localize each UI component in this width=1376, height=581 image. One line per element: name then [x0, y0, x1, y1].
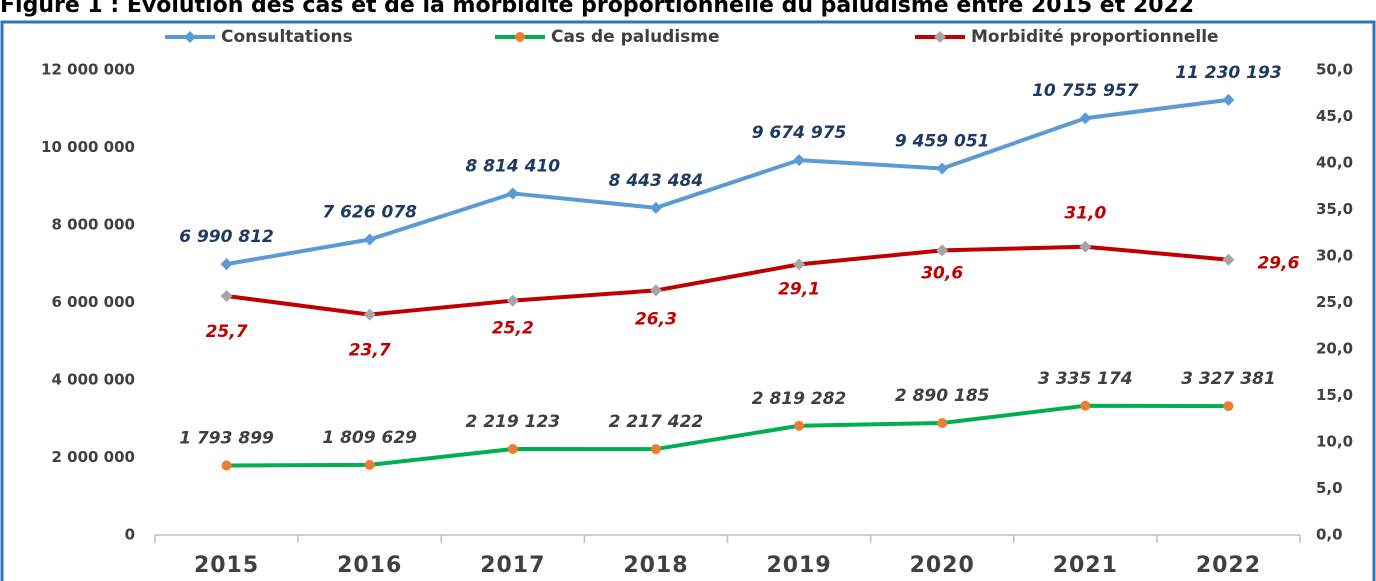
legend-label: Cas de paludisme — [551, 27, 720, 47]
data-label: 26,3 — [635, 309, 677, 329]
data-label: 25,7 — [206, 322, 248, 342]
marker — [1222, 253, 1235, 266]
data-label: 25,2 — [492, 319, 534, 339]
series-line — [226, 244, 1229, 317]
x-tick-label: 2020 — [910, 553, 975, 578]
y-tick-label: 2 000 000 — [51, 448, 135, 466]
data-label: 2 819 282 — [752, 389, 847, 409]
series-line — [226, 97, 1229, 267]
marker — [1222, 93, 1235, 106]
data-label: 9 459 051 — [895, 131, 990, 151]
y-tick-label: 10 000 000 — [41, 138, 135, 156]
data-label: 1 809 629 — [322, 428, 417, 448]
marker — [794, 420, 805, 431]
x-tick-label: 2019 — [766, 553, 831, 578]
marker — [515, 32, 525, 42]
marker — [363, 308, 376, 321]
marker — [1079, 112, 1092, 125]
y-tick-label: 8 000 000 — [51, 216, 135, 234]
marker — [184, 31, 196, 43]
x-tick-label: 2015 — [194, 553, 259, 578]
marker — [650, 444, 661, 455]
marker — [220, 258, 233, 271]
y-tick-label: 12 000 000 — [41, 61, 135, 79]
x-tick-label: 2017 — [480, 553, 545, 578]
x-tick-label: 2021 — [1053, 553, 1118, 578]
data-label: 29,1 — [778, 279, 820, 299]
x-tick-label: 2018 — [623, 553, 688, 578]
y-tick-label: 0 — [125, 526, 135, 544]
y2-tick-label: 0,0 — [1316, 526, 1343, 544]
y2-tick-label: 30,0 — [1316, 247, 1353, 265]
marker — [936, 162, 949, 175]
y-tick-label: 4 000 000 — [51, 371, 135, 389]
data-label: 3 327 381 — [1181, 369, 1276, 389]
marker — [793, 154, 806, 167]
y2-tick-label: 50,0 — [1316, 61, 1353, 79]
legend-label: Morbidité proportionnelle — [971, 27, 1219, 47]
y2-tick-label: 40,0 — [1316, 154, 1353, 172]
y-tick-label: 6 000 000 — [51, 293, 135, 311]
marker — [363, 233, 376, 246]
x-tick-label: 2022 — [1196, 553, 1261, 578]
marker — [649, 284, 662, 297]
y2-tick-label: 25,0 — [1316, 293, 1353, 311]
data-label: 2 890 185 — [895, 386, 990, 406]
y2-tick-label: 5,0 — [1316, 479, 1343, 497]
data-label: 30,6 — [921, 263, 963, 283]
data-label: 8 814 410 — [465, 156, 560, 176]
marker — [936, 244, 949, 257]
y2-tick-label: 10,0 — [1316, 433, 1353, 451]
marker — [220, 289, 233, 302]
data-label: 3 335 174 — [1038, 369, 1133, 389]
series-line — [226, 403, 1229, 468]
y2-tick-label: 45,0 — [1316, 107, 1353, 125]
data-label: 7 626 078 — [322, 202, 417, 222]
chart-frame — [0, 20, 1376, 581]
marker — [1223, 401, 1234, 412]
x-tick-label: 2016 — [337, 553, 402, 578]
marker — [1079, 240, 1092, 253]
data-label: 6 990 812 — [179, 227, 274, 247]
data-label: 10 755 957 — [1032, 81, 1139, 101]
marker — [649, 201, 662, 214]
marker — [934, 31, 946, 43]
data-label: 8 443 484 — [609, 171, 704, 191]
marker — [507, 444, 518, 455]
marker — [793, 258, 806, 271]
y2-tick-label: 20,0 — [1316, 340, 1353, 358]
marker — [506, 294, 519, 307]
marker — [1080, 400, 1091, 411]
data-label: 2 219 123 — [465, 412, 560, 432]
data-label: 2 217 422 — [609, 412, 704, 432]
data-label: 23,7 — [349, 341, 391, 361]
data-label: 29,6 — [1257, 254, 1299, 274]
data-label: 9 674 975 — [752, 123, 847, 143]
marker — [937, 418, 948, 429]
data-label: 1 793 899 — [179, 428, 274, 448]
legend-label: Consultations — [221, 27, 353, 47]
marker — [506, 187, 519, 200]
data-label: 31,0 — [1064, 204, 1106, 224]
marker — [364, 459, 375, 470]
y2-tick-label: 35,0 — [1316, 200, 1353, 218]
data-label: 11 230 193 — [1175, 63, 1281, 83]
chart-title: Figure 1 : Evolution des cas et de la mo… — [0, 0, 1194, 18]
y2-tick-label: 15,0 — [1316, 386, 1353, 404]
marker — [221, 460, 232, 471]
